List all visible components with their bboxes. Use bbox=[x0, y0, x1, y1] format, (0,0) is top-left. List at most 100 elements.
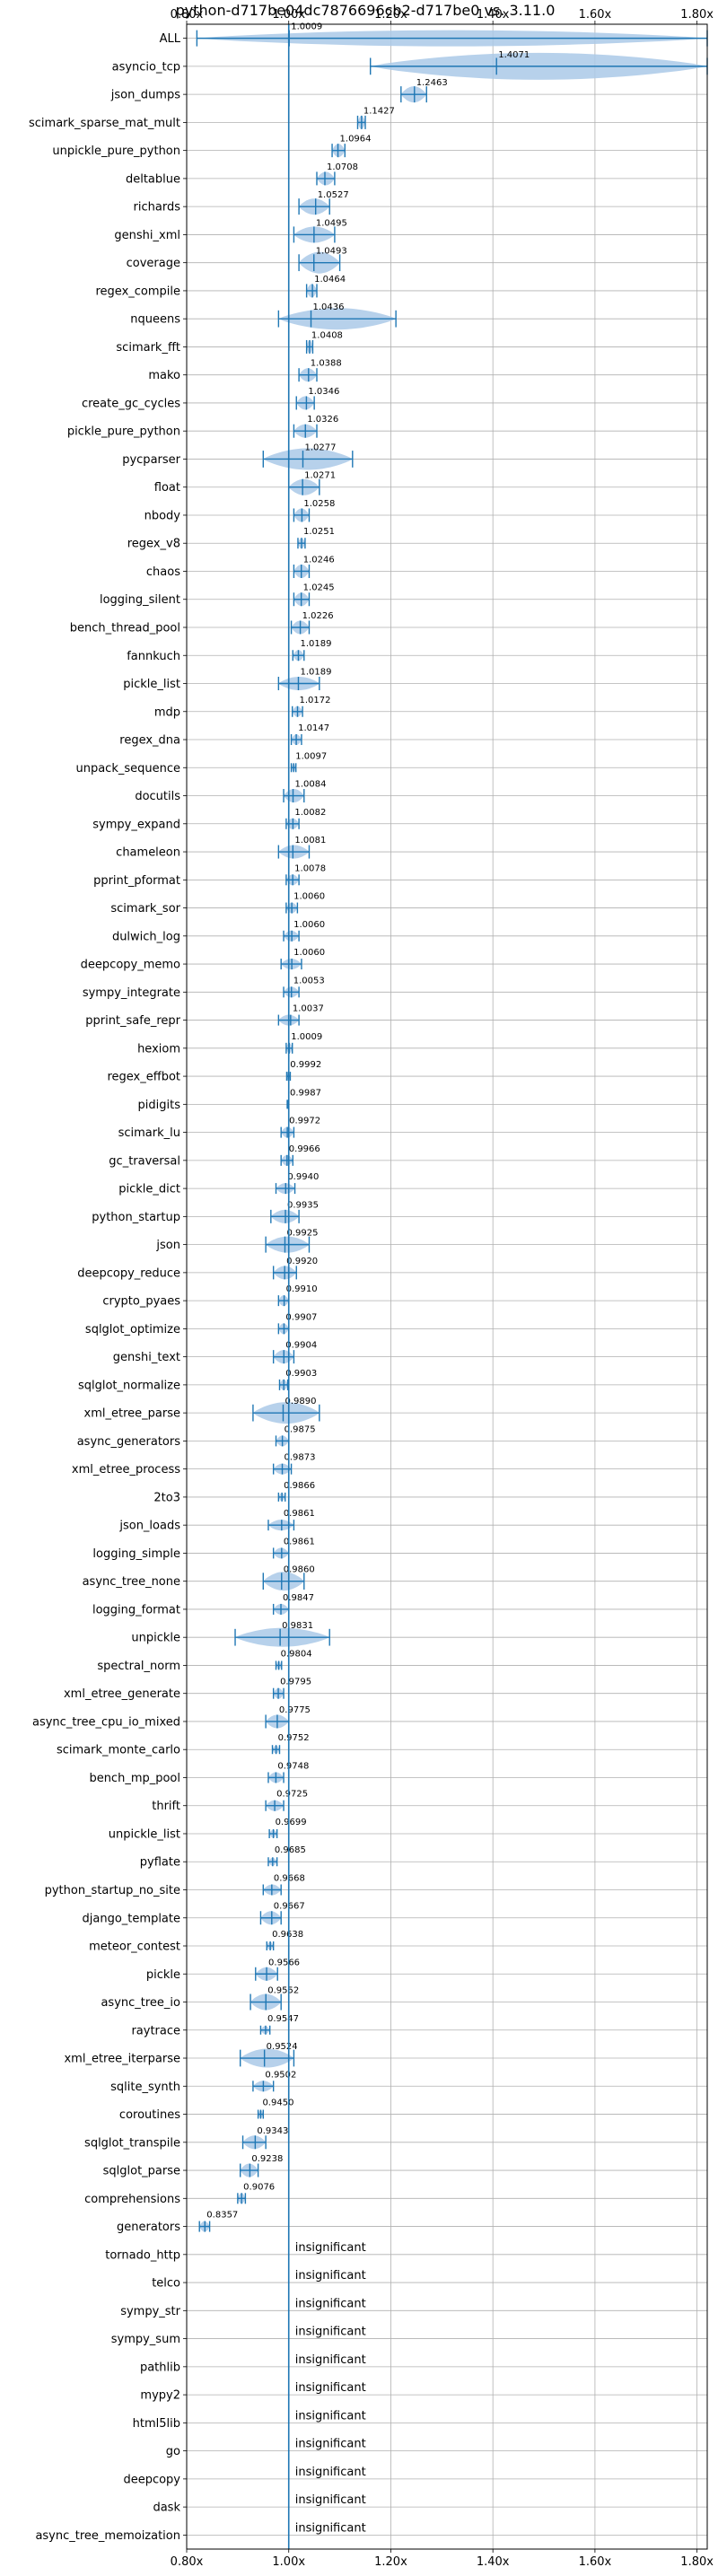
y-tick-label: create_gc_cycles bbox=[82, 397, 180, 410]
y-tick-label: genshi_text bbox=[113, 1351, 180, 1364]
value-label-regex_compile: 1.0464 bbox=[314, 275, 346, 285]
value-label-deepcopy_reduce: 0.9920 bbox=[286, 1257, 318, 1266]
value-label-json: 0.9925 bbox=[286, 1229, 318, 1239]
insignificant-label: insignificant bbox=[295, 2466, 366, 2479]
value-label-coroutines: 0.9450 bbox=[262, 2098, 293, 2108]
y-tick-label: pprint_pformat bbox=[93, 874, 180, 888]
y-tick-label: logging_simple bbox=[92, 1547, 180, 1561]
x-tick-label-bottom: 1.20x bbox=[374, 2555, 407, 2569]
value-label-richards: 1.0527 bbox=[318, 190, 349, 200]
y-tick-label: nbody bbox=[144, 509, 181, 522]
value-label-scimark_sparse_mat_mult: 1.1427 bbox=[363, 106, 395, 116]
x-tick-label-top: 1.40x bbox=[477, 8, 510, 22]
y-tick-label: async_tree_io bbox=[101, 1996, 180, 2010]
y-tick-label: regex_effbot bbox=[107, 1071, 180, 1084]
value-label-nbody: 1.0258 bbox=[303, 499, 335, 509]
value-label-unpickle: 0.9831 bbox=[282, 1621, 313, 1631]
y-tick-label: dulwich_log bbox=[112, 930, 180, 943]
y-tick-label: pathlib bbox=[140, 2361, 180, 2374]
value-label-crypto_pyaes: 0.9910 bbox=[286, 1284, 318, 1294]
insignificant-label: insignificant bbox=[295, 2381, 366, 2395]
y-tick-label: dask bbox=[153, 2502, 180, 2515]
y-tick-label: chaos bbox=[146, 565, 180, 579]
value-label-thrift: 0.9725 bbox=[276, 1790, 308, 1800]
y-tick-label: meteor_contest bbox=[89, 1941, 180, 1954]
value-label-logging_format: 0.9847 bbox=[283, 1593, 314, 1603]
x-tick-label-top: 1.60x bbox=[579, 8, 612, 22]
value-label-sympy_integrate: 1.0053 bbox=[293, 976, 325, 986]
value-label-chaos: 1.0246 bbox=[303, 555, 335, 565]
y-tick-label: scimark_lu bbox=[118, 1126, 180, 1140]
value-label-coverage: 1.0493 bbox=[316, 247, 347, 257]
value-label-json_loads: 0.9861 bbox=[284, 1509, 315, 1519]
value-label-hexiom: 1.0009 bbox=[291, 1032, 322, 1042]
y-tick-label: sympy_str bbox=[120, 2305, 180, 2318]
y-tick-label: html5lib bbox=[133, 2417, 180, 2431]
y-tick-label: unpickle_pure_python bbox=[52, 145, 180, 158]
y-tick-label: async_tree_none bbox=[83, 1575, 180, 1589]
y-tick-label: scimark_sor bbox=[110, 902, 180, 916]
value-label-fannkuch: 1.0189 bbox=[300, 639, 331, 649]
value-label-2to3: 0.9866 bbox=[284, 1481, 315, 1491]
marks bbox=[196, 30, 708, 2232]
value-label-regex_dna: 1.0147 bbox=[298, 723, 329, 733]
y-tick-label: deepcopy_reduce bbox=[77, 1266, 180, 1280]
y-tick-label: mdp bbox=[154, 705, 180, 719]
value-label-python_startup: 0.9935 bbox=[287, 1200, 319, 1210]
y-tick-label: generators bbox=[117, 2221, 180, 2234]
y-tick-label: deepcopy_memo bbox=[81, 959, 180, 972]
value-label-async_tree_cpu_io_mixed: 0.9775 bbox=[279, 1705, 311, 1715]
insignificant-label: insignificant bbox=[295, 2493, 366, 2507]
value-label-sqlite_synth: 0.9502 bbox=[265, 2070, 296, 2080]
y-tick-label: go bbox=[166, 2445, 180, 2458]
value-label-genshi_xml: 1.0495 bbox=[316, 218, 347, 228]
insignificant-label: insignificant bbox=[295, 2269, 366, 2282]
y-tick-label: float bbox=[154, 481, 180, 495]
insignificant-label: insignificant bbox=[295, 2241, 366, 2255]
y-tick-label: pycparser bbox=[122, 453, 180, 467]
axes: ALL asyncio_tcp json_dumps scimark_sparse_m… bbox=[29, 8, 714, 2569]
y-tick-label: sqlite_synth bbox=[110, 2081, 180, 2094]
y-tick-label: pickle_pure_python bbox=[67, 425, 180, 439]
y-tick-label: docutils bbox=[135, 790, 180, 803]
y-tick-label: pickle_list bbox=[123, 678, 180, 691]
y-tick-label: deepcopy bbox=[123, 2473, 180, 2486]
y-tick-label: crypto_pyaes bbox=[102, 1295, 180, 1309]
y-tick-label: pyflate bbox=[140, 1856, 180, 1870]
y-tick-label: unpack_sequence bbox=[75, 762, 180, 775]
value-label-json_dumps: 1.2463 bbox=[416, 78, 448, 88]
y-tick-label: chameleon bbox=[116, 846, 180, 860]
value-label-mako: 1.0388 bbox=[311, 359, 342, 369]
value-label-nqueens: 1.0436 bbox=[313, 302, 345, 312]
value-label-generators: 0.8357 bbox=[206, 2211, 238, 2221]
value-label-scimark_fft: 1.0408 bbox=[311, 330, 343, 340]
value-label-asyncio_tcp: 1.4071 bbox=[498, 50, 530, 60]
y-tick-label: hexiom bbox=[137, 1042, 180, 1056]
value-label-docutils: 1.0084 bbox=[295, 780, 327, 790]
chart-title: python-d717be04dc7876696cb2-d717be0 vs. … bbox=[176, 2, 556, 19]
y-tick-label: 2to3 bbox=[153, 1491, 180, 1504]
value-label-meteor_contest: 0.9638 bbox=[272, 1930, 303, 1940]
x-tick-label-top: 1.20x bbox=[374, 8, 407, 22]
y-tick-label: scimark_sparse_mat_mult bbox=[29, 117, 180, 130]
y-tick-label: asyncio_tcp bbox=[112, 60, 180, 74]
y-tick-label: pickle_dict bbox=[118, 1183, 180, 1196]
y-tick-label: xml_etree_generate bbox=[64, 1687, 180, 1701]
y-tick-label: xml_etree_iterparse bbox=[64, 2053, 180, 2066]
value-label-mdp: 1.0172 bbox=[300, 696, 331, 705]
value-label-pyflate: 0.9685 bbox=[275, 1845, 306, 1855]
value-label-deltablue: 1.0708 bbox=[327, 162, 358, 172]
y-tick-label: coverage bbox=[127, 257, 180, 270]
y-tick-label: mypy2 bbox=[140, 2389, 180, 2403]
value-label-regex_v8: 1.0251 bbox=[303, 527, 335, 537]
value-label-sqlglot_parse: 0.9238 bbox=[251, 2154, 283, 2164]
x-tick-label-bottom: 1.80x bbox=[680, 2555, 714, 2569]
value-label-xml_etree_iterparse: 0.9524 bbox=[267, 2042, 298, 2052]
y-tick-label: python_startup bbox=[92, 1211, 180, 1224]
value-label-sympy_expand: 1.0082 bbox=[294, 808, 326, 818]
y-tick-label: bench_thread_pool bbox=[70, 621, 180, 635]
y-tick-label: unpickle bbox=[131, 1632, 180, 1645]
value-label-dulwich_log: 1.0060 bbox=[293, 920, 325, 930]
y-tick-label: regex_v8 bbox=[127, 538, 180, 551]
y-tick-label: comprehensions bbox=[84, 2193, 180, 2206]
